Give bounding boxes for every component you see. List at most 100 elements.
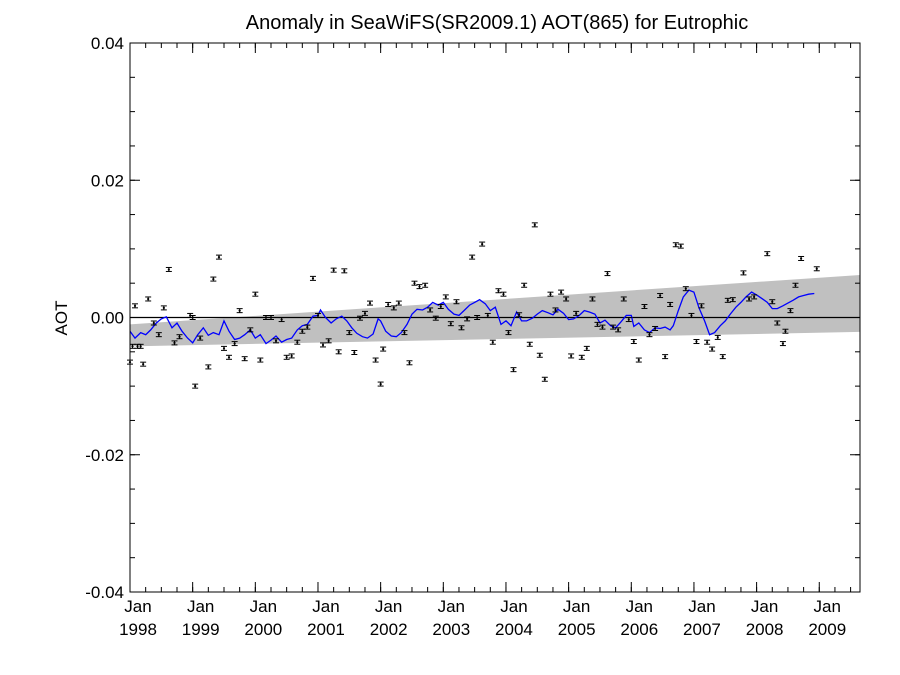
point-marker bbox=[142, 363, 145, 366]
point-marker bbox=[162, 306, 165, 309]
data-point bbox=[709, 346, 716, 352]
data-point bbox=[385, 301, 392, 307]
data-point bbox=[453, 299, 460, 305]
point-marker bbox=[296, 341, 299, 344]
data-point bbox=[442, 294, 449, 300]
point-marker bbox=[290, 354, 293, 358]
data-point bbox=[505, 330, 512, 336]
point-marker bbox=[429, 308, 432, 312]
point-marker bbox=[358, 317, 362, 320]
data-point bbox=[192, 383, 199, 389]
point-marker bbox=[753, 295, 756, 299]
point-marker bbox=[178, 335, 181, 338]
data-point bbox=[495, 288, 502, 294]
point-marker bbox=[222, 347, 226, 350]
data-point bbox=[693, 339, 700, 345]
x-axis: Jan 1998 Jan 1999 Jan 2000 Jan 2001 Jan 2002 Jan 20… bbox=[119, 43, 852, 639]
point-marker bbox=[674, 243, 677, 246]
point-marker bbox=[721, 355, 724, 358]
data-point bbox=[241, 356, 248, 362]
data-point bbox=[729, 297, 736, 303]
data-point bbox=[625, 317, 632, 323]
point-marker bbox=[374, 358, 377, 362]
point-marker bbox=[502, 293, 505, 296]
x-tick-label-month: Jan bbox=[187, 597, 214, 616]
point-marker bbox=[418, 285, 421, 288]
data-point bbox=[541, 376, 548, 382]
y-axis: 0.04 0.02 0.00 -0.02 -0.04 bbox=[85, 34, 860, 602]
data-point bbox=[257, 357, 264, 363]
data-point bbox=[782, 328, 789, 334]
point-marker bbox=[771, 300, 774, 303]
data-point bbox=[401, 330, 408, 336]
point-marker bbox=[565, 297, 568, 301]
point-marker bbox=[784, 330, 787, 333]
data-point bbox=[464, 316, 471, 322]
data-point bbox=[335, 349, 342, 355]
data-point bbox=[677, 243, 684, 249]
point-marker bbox=[543, 378, 546, 381]
trend-band bbox=[130, 274, 860, 347]
point-marker bbox=[706, 341, 709, 344]
point-marker bbox=[766, 252, 769, 255]
point-marker bbox=[684, 287, 687, 290]
data-points-layer bbox=[127, 222, 820, 389]
x-tick-label-month: Jan bbox=[375, 597, 402, 616]
point-marker bbox=[612, 326, 615, 329]
x-tick-label-month: Jan bbox=[438, 597, 465, 616]
data-point bbox=[667, 301, 674, 307]
point-marker bbox=[408, 361, 411, 364]
x-tick-label-month: Jan bbox=[563, 597, 590, 616]
point-marker bbox=[379, 382, 382, 386]
data-point bbox=[278, 317, 285, 323]
point-marker bbox=[387, 303, 390, 306]
point-marker bbox=[653, 327, 657, 330]
data-point bbox=[346, 330, 353, 336]
point-marker bbox=[382, 347, 385, 351]
x-tick-label-year: 1998 bbox=[119, 620, 157, 639]
y-tick-label: 0.02 bbox=[91, 171, 124, 190]
data-point bbox=[165, 266, 172, 272]
x-tick-label-month: Jan bbox=[814, 597, 841, 616]
data-point bbox=[779, 341, 786, 347]
data-point bbox=[351, 349, 358, 355]
point-marker bbox=[243, 357, 246, 360]
data-point bbox=[620, 296, 627, 302]
data-point bbox=[273, 338, 279, 344]
data-point bbox=[578, 354, 585, 360]
point-marker bbox=[280, 318, 283, 321]
data-point bbox=[774, 320, 781, 326]
point-marker bbox=[789, 309, 792, 312]
point-marker bbox=[591, 297, 594, 301]
data-point bbox=[160, 305, 167, 311]
data-point bbox=[652, 325, 659, 331]
point-marker bbox=[596, 323, 599, 326]
data-point bbox=[236, 308, 243, 314]
point-marker bbox=[332, 269, 335, 272]
data-point bbox=[380, 346, 387, 352]
point-marker bbox=[133, 304, 137, 307]
data-point bbox=[145, 296, 152, 302]
data-point bbox=[299, 328, 306, 334]
data-point bbox=[521, 282, 528, 288]
data-point bbox=[657, 293, 664, 299]
point-marker bbox=[337, 350, 340, 353]
data-point bbox=[325, 338, 332, 344]
point-marker bbox=[233, 342, 236, 345]
data-point bbox=[197, 335, 204, 341]
data-point bbox=[599, 324, 606, 330]
data-point bbox=[635, 357, 642, 363]
data-point bbox=[563, 296, 570, 302]
point-marker bbox=[669, 303, 672, 306]
data-point bbox=[798, 255, 805, 261]
point-marker bbox=[227, 356, 231, 359]
point-marker bbox=[622, 297, 625, 301]
data-point bbox=[704, 339, 711, 345]
data-point bbox=[137, 343, 144, 349]
x-tick-label-year: 2003 bbox=[432, 620, 470, 639]
data-point bbox=[719, 354, 726, 360]
data-point bbox=[688, 312, 695, 318]
data-point bbox=[792, 282, 799, 288]
point-marker bbox=[136, 345, 139, 348]
data-point bbox=[176, 334, 183, 340]
